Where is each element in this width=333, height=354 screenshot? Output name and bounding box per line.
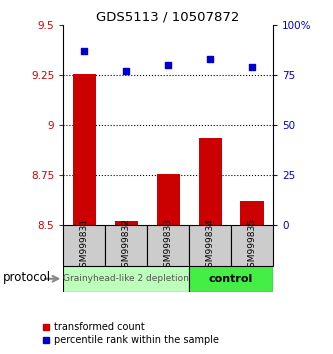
Bar [63,225,105,266]
Point [207,56,213,62]
Point [249,64,255,70]
Text: Grainyhead-like 2 depletion: Grainyhead-like 2 depletion [63,274,189,283]
Point [166,62,171,68]
Point [82,48,87,53]
Text: control: control [209,274,253,284]
Bar [231,225,273,266]
Bar [198,138,221,225]
Bar [105,225,147,266]
Bar [147,225,189,266]
Bar [189,225,231,266]
Point [124,68,129,74]
Bar [157,174,180,225]
Text: GSM999831: GSM999831 [80,218,89,273]
Bar [189,266,273,292]
Bar [115,221,138,225]
Bar [240,201,263,225]
Title: GDS5113 / 10507872: GDS5113 / 10507872 [97,11,240,24]
Text: GSM999834: GSM999834 [205,218,215,273]
Text: GSM999832: GSM999832 [122,218,131,273]
Text: GSM999833: GSM999833 [164,218,173,273]
Text: GSM999835: GSM999835 [247,218,257,273]
Text: protocol: protocol [3,272,52,284]
Bar [73,74,96,225]
Legend: transformed count, percentile rank within the sample: transformed count, percentile rank withi… [38,319,222,349]
Bar [63,266,189,292]
